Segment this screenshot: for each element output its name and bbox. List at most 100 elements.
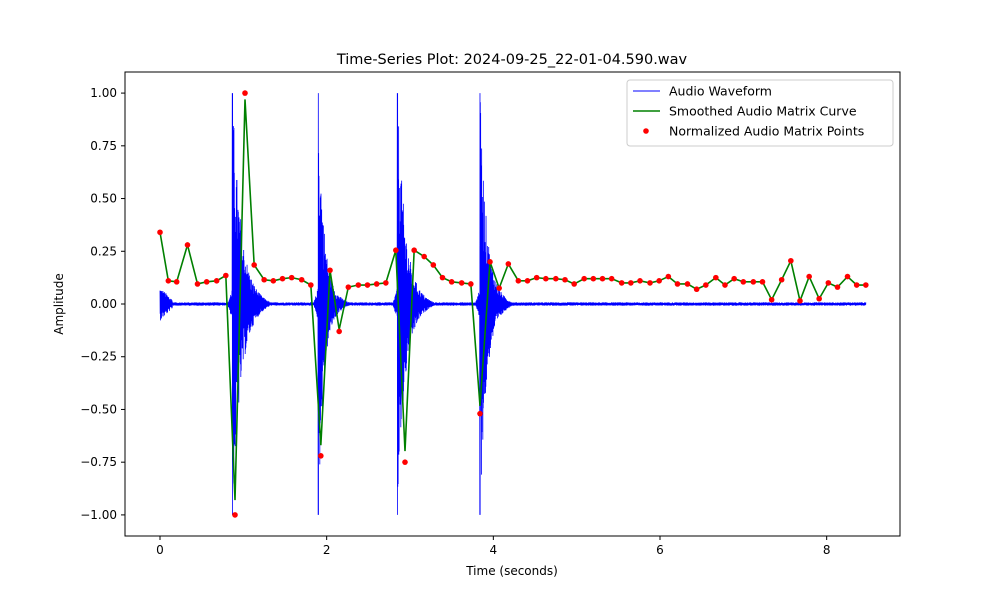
matrix-point xyxy=(581,275,587,282)
matrix-point xyxy=(674,281,681,287)
matrix-point xyxy=(270,278,277,284)
matrix-point xyxy=(853,282,860,288)
matrix-point xyxy=(458,280,465,286)
matrix-point xyxy=(223,272,229,279)
y-tick-label: 0.25 xyxy=(90,244,117,258)
matrix-point xyxy=(194,281,201,287)
smoothed-audio-matrix-curve xyxy=(159,99,866,501)
matrix-point xyxy=(421,253,427,260)
matrix-point xyxy=(439,274,446,281)
matrix-point xyxy=(173,279,180,285)
matrix-point xyxy=(203,279,210,285)
matrix-point xyxy=(261,276,267,283)
matrix-point xyxy=(448,279,455,285)
matrix-point xyxy=(393,247,399,254)
audio-waveform-line xyxy=(159,93,867,515)
matrix-point xyxy=(759,279,766,285)
legend-box xyxy=(626,79,894,147)
matrix-point xyxy=(515,278,522,284)
matrix-point xyxy=(750,279,757,285)
x-tick-label: 8 xyxy=(823,543,831,557)
matrix-point xyxy=(543,275,549,282)
matrix-point xyxy=(327,267,333,274)
matrix-point xyxy=(355,282,362,288)
smoothed-curve-line xyxy=(159,99,866,501)
y-tick-label: −1.00 xyxy=(80,508,117,522)
x-tick-label: 6 xyxy=(656,543,664,557)
matrix-point xyxy=(806,273,812,280)
x-axis-label: Time (seconds) xyxy=(465,564,558,578)
matrix-point xyxy=(816,295,822,302)
matrix-point xyxy=(184,242,191,248)
y-tick-label: −0.25 xyxy=(80,350,117,364)
normalized-audio-matrix-points xyxy=(157,90,869,518)
matrix-point xyxy=(834,284,841,290)
matrix-point xyxy=(318,453,324,459)
matrix-point xyxy=(373,281,380,287)
x-tick-label: 2 xyxy=(323,543,331,557)
matrix-point xyxy=(637,278,643,284)
audio-waveform xyxy=(159,93,867,515)
matrix-point xyxy=(703,282,709,288)
matrix-point xyxy=(599,275,606,282)
matrix-point xyxy=(468,281,474,287)
matrix-point xyxy=(684,281,691,287)
matrix-point xyxy=(618,280,625,286)
x-axis: 0 2 4 6 8 xyxy=(156,536,830,557)
matrix-point xyxy=(165,278,172,284)
matrix-point xyxy=(608,275,615,282)
matrix-point xyxy=(336,328,342,335)
matrix-point xyxy=(844,273,851,280)
matrix-point xyxy=(411,247,417,254)
matrix-point xyxy=(430,262,437,268)
matrix-point xyxy=(383,280,389,286)
x-tick-label: 0 xyxy=(156,543,164,557)
y-axis-label: Amplitude xyxy=(52,273,66,335)
legend: Audio Waveform Smoothed Audio Matrix Curv… xyxy=(626,79,894,147)
matrix-point xyxy=(213,278,220,284)
matrix-point xyxy=(242,90,248,96)
legend-swatch-points xyxy=(643,128,649,134)
matrix-point xyxy=(731,275,737,282)
matrix-point xyxy=(553,275,559,282)
matrix-point xyxy=(713,274,719,281)
matrix-point xyxy=(496,285,502,291)
matrix-point xyxy=(722,282,728,288)
matrix-point xyxy=(863,282,869,288)
matrix-point xyxy=(402,459,408,465)
matrix-point xyxy=(308,282,314,288)
plot-area xyxy=(124,71,901,537)
matrix-point xyxy=(345,284,352,290)
y-tick-label: 0.00 xyxy=(90,297,117,311)
matrix-point xyxy=(505,261,512,267)
matrix-point xyxy=(778,276,785,283)
matrix-point xyxy=(788,257,794,264)
matrix-point xyxy=(647,280,653,286)
matrix-point xyxy=(232,512,238,518)
matrix-point xyxy=(825,280,832,286)
matrix-point xyxy=(656,278,662,284)
matrix-point xyxy=(628,280,634,286)
chart-title: Time-Series Plot: 2024-09-25_22-01-04.59… xyxy=(336,52,688,68)
legend-label: Normalized Audio Matrix Points xyxy=(669,124,864,139)
x-tick-label: 4 xyxy=(490,543,498,557)
matrix-point xyxy=(524,278,531,284)
y-tick-label: 0.50 xyxy=(90,192,117,206)
matrix-point xyxy=(251,262,257,268)
y-axis: −1.00 −0.75 −0.50 −0.25 0.00 0.25 0.50 0.75 1.00 xyxy=(80,86,125,522)
y-tick-label: −0.50 xyxy=(80,402,117,416)
legend-label: Audio Waveform xyxy=(669,84,772,99)
matrix-point xyxy=(768,296,775,303)
y-tick-label: 1.00 xyxy=(90,86,117,100)
matrix-point xyxy=(797,298,803,304)
matrix-point xyxy=(364,282,371,288)
matrix-point xyxy=(665,273,672,280)
matrix-point xyxy=(279,275,286,282)
matrix-point xyxy=(288,274,295,281)
matrix-point xyxy=(157,229,163,236)
matrix-point xyxy=(740,279,747,285)
matrix-point xyxy=(562,276,568,283)
matrix-point xyxy=(487,259,493,265)
matrix-point xyxy=(533,274,540,281)
